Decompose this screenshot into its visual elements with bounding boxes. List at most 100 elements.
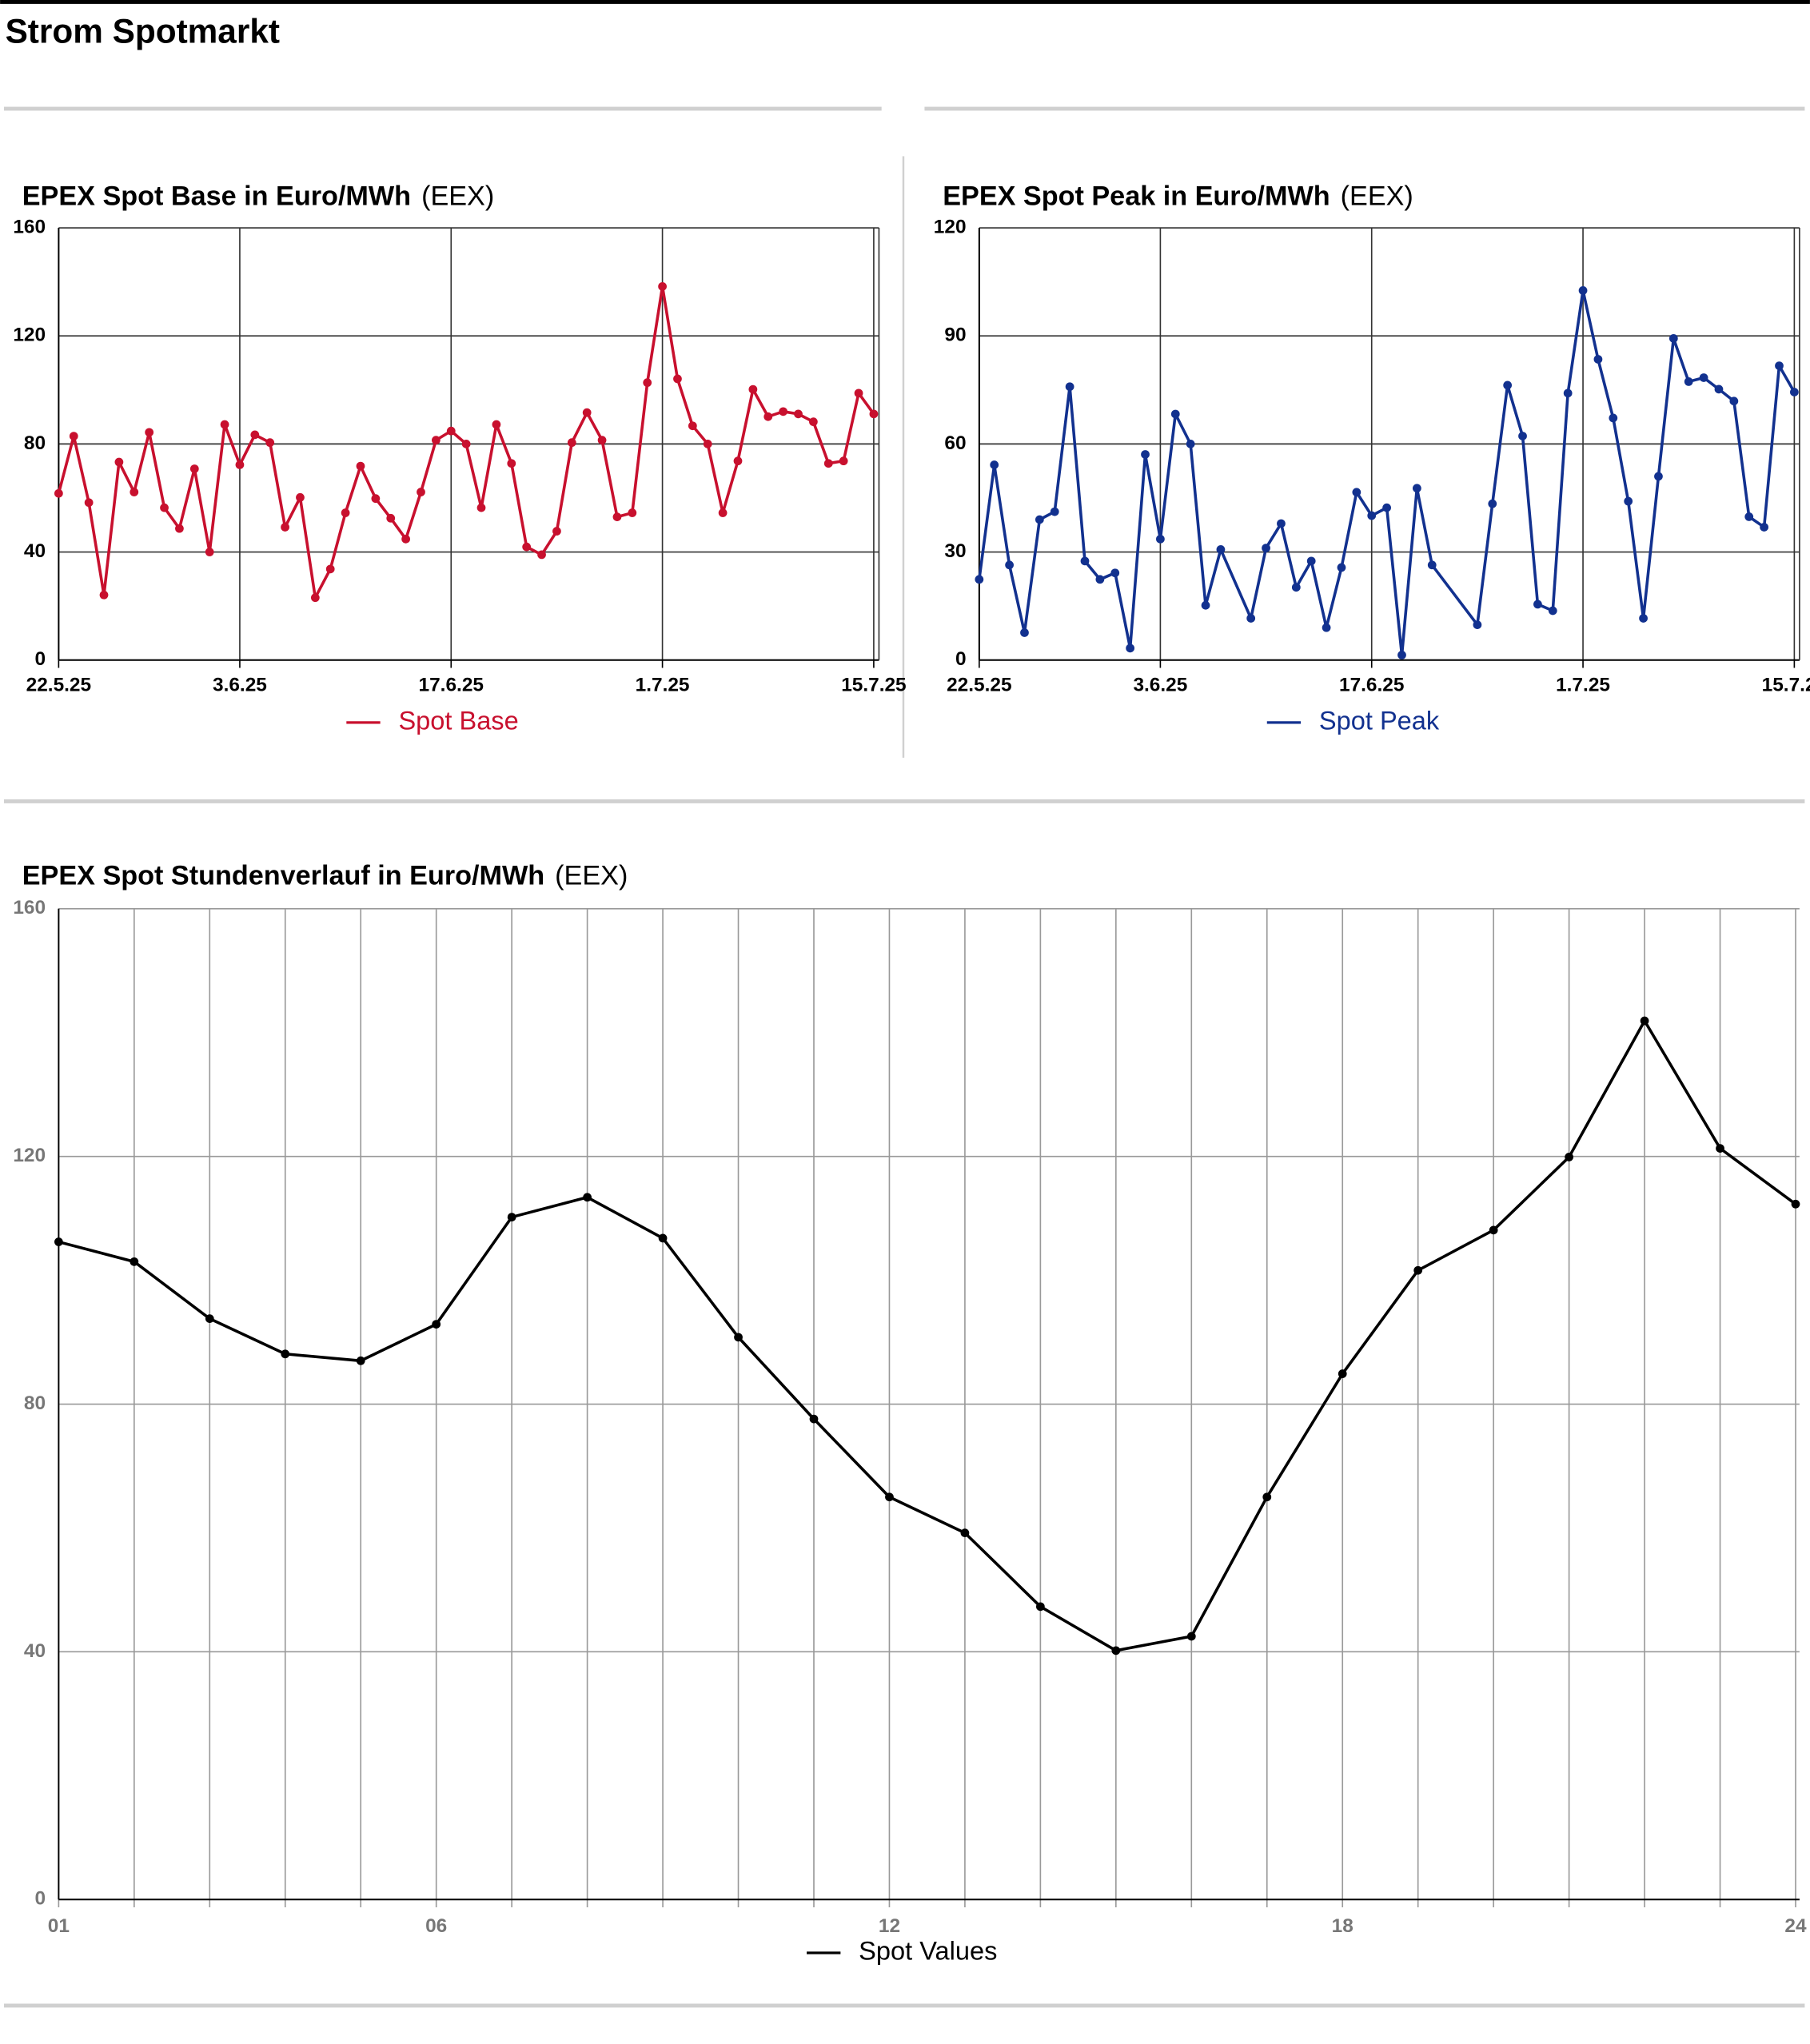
- x-tick-label: 06: [425, 1915, 447, 1937]
- data-point: [869, 409, 879, 419]
- data-point: [1186, 1632, 1196, 1641]
- data-point: [1744, 512, 1754, 521]
- x-tick-label: 24: [1784, 1915, 1807, 1937]
- data-point: [537, 550, 546, 560]
- data-point: [356, 1356, 365, 1365]
- data-point: [1488, 499, 1497, 508]
- data-point: [265, 438, 275, 448]
- data-point: [1397, 651, 1406, 659]
- chart-source: (EEX): [421, 181, 494, 212]
- data-point: [356, 461, 365, 471]
- divider: [902, 156, 905, 758]
- data-point: [1412, 484, 1421, 493]
- y-tick-label: 120: [13, 325, 46, 346]
- data-point: [1216, 545, 1226, 554]
- x-tick-label: 22.5.25: [947, 675, 1011, 696]
- data-point: [507, 459, 516, 468]
- data-point: [1790, 388, 1799, 396]
- x-tick-label: 15.7.25: [841, 675, 906, 696]
- y-tick-label: 60: [944, 432, 966, 454]
- chart-source: (EEX): [555, 861, 628, 891]
- data-point: [1201, 600, 1210, 610]
- data-point: [461, 439, 471, 448]
- data-point: [160, 503, 169, 512]
- chart-title-main: EPEX Spot Base in Euro/MWh: [22, 181, 411, 212]
- data-point: [1548, 606, 1557, 616]
- data-point: [854, 388, 863, 398]
- data-point: [1246, 614, 1256, 623]
- data-point: [492, 420, 501, 429]
- data-point: [1382, 503, 1391, 512]
- data-point: [1791, 1199, 1800, 1209]
- data-point: [1338, 1369, 1347, 1378]
- data-point: [175, 524, 184, 533]
- data-point: [1005, 560, 1014, 570]
- data-point: [325, 564, 335, 574]
- data-point: [1714, 384, 1724, 394]
- data-point: [1563, 388, 1573, 398]
- data-point: [1337, 563, 1346, 572]
- data-point: [1322, 623, 1331, 632]
- x-tick-label: 3.6.25: [213, 675, 267, 696]
- data-point: [386, 513, 396, 523]
- data-point: [733, 456, 743, 466]
- x-tick-label: 17.6.25: [419, 675, 484, 696]
- data-point: [1684, 377, 1693, 386]
- data-point: [779, 407, 788, 416]
- data-point: [1110, 568, 1120, 578]
- separator: [3, 2003, 1805, 2008]
- data-point: [990, 460, 999, 469]
- data-point: [718, 508, 728, 517]
- data-point: [476, 503, 486, 512]
- data-point: [597, 436, 607, 445]
- data-point: [1141, 450, 1150, 459]
- data-point: [1533, 600, 1542, 609]
- data-point: [1367, 511, 1377, 520]
- data-point: [250, 430, 260, 440]
- chart-title: EPEX Spot Stundenverlauf in Euro/MWh (EEX…: [22, 861, 628, 891]
- data-point: [839, 456, 848, 466]
- data-point: [99, 590, 109, 600]
- y-tick-label: 0: [955, 648, 967, 670]
- data-point: [310, 593, 320, 603]
- data-point: [189, 464, 199, 473]
- series-line: [58, 1019, 1797, 1652]
- data-point: [748, 384, 758, 394]
- data-point: [145, 428, 154, 437]
- data-point: [1306, 556, 1316, 566]
- data-point: [69, 432, 78, 440]
- separator: [3, 799, 1805, 803]
- data-point: [84, 498, 94, 508]
- data-point: [432, 436, 441, 445]
- data-point: [643, 378, 652, 388]
- chart-source: (EEX): [1341, 181, 1413, 212]
- data-point: [763, 412, 773, 421]
- data-point: [582, 408, 592, 417]
- data-point: [1639, 614, 1648, 623]
- x-tick-label: 22.5.25: [26, 675, 91, 696]
- y-tick-label: 0: [35, 1888, 46, 1910]
- data-point: [809, 417, 818, 427]
- legend-label: Spot Values: [859, 1937, 997, 1966]
- data-point: [1186, 439, 1195, 448]
- data-point: [658, 1233, 668, 1243]
- y-tick-label: 120: [934, 216, 967, 237]
- data-point: [823, 459, 833, 468]
- data-point: [1080, 556, 1090, 566]
- x-tick-label: 15.7.25: [1762, 675, 1810, 696]
- data-point: [734, 1333, 743, 1342]
- data-point: [1593, 355, 1603, 364]
- data-point: [1036, 1602, 1045, 1612]
- chart-title-main: EPEX Spot Stundenverlauf in Euro/MWh: [22, 861, 544, 891]
- data-point: [1489, 1225, 1498, 1235]
- data-point: [1111, 1646, 1121, 1656]
- chart-title: EPEX Spot Peak in Euro/MWh (EEX): [943, 181, 1413, 212]
- data-point: [235, 460, 245, 469]
- data-point: [809, 1414, 819, 1424]
- data-point: [975, 575, 984, 584]
- data-point: [1050, 507, 1059, 516]
- data-point: [54, 488, 63, 498]
- data-point: [1716, 1144, 1724, 1153]
- data-point: [1170, 409, 1180, 419]
